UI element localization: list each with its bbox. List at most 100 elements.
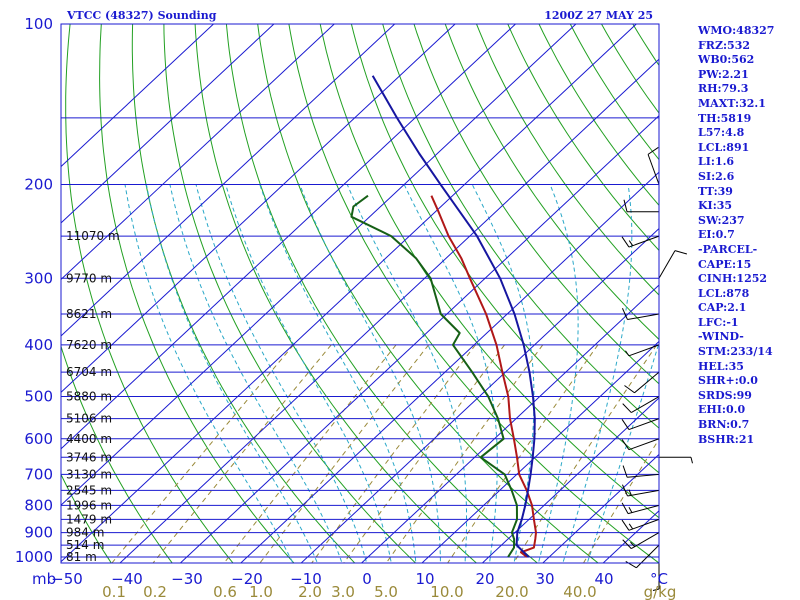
pressure-tick-label: 900 — [24, 524, 53, 542]
wind-barb-flag — [621, 419, 630, 430]
wind-barb-flag — [674, 250, 688, 255]
dry-adiabat-line — [476, 24, 659, 296]
wind-barb — [625, 544, 660, 569]
dry-adiabat-line — [413, 24, 659, 385]
wind-barb-staff — [631, 396, 660, 413]
sounding-index-item: MAXT:32.1 — [698, 96, 766, 110]
height-level-label: 5106 m — [66, 412, 112, 426]
wind-barb — [659, 456, 693, 464]
dry-adiabat-line — [99, 24, 295, 563]
sounding-index-item: STM:233/14 — [698, 345, 773, 359]
wind-barb-flag — [621, 519, 630, 531]
moist-adiabat-line — [562, 184, 633, 563]
wind-barb-staff — [627, 489, 660, 497]
mixing-ratio-line — [385, 344, 544, 563]
isotherm-line — [61, 24, 638, 563]
height-level-label: 9770 m — [66, 271, 112, 285]
temperature-tick-label: 40 — [594, 570, 613, 588]
wind-barb-flag — [621, 502, 629, 514]
sounding-index-item: LCL:878 — [698, 286, 750, 300]
mixing-ratio-tick-label: 5.0 — [374, 583, 398, 600]
dry-adiabat-line — [444, 24, 659, 341]
sounding-index-item: -WIND- — [698, 330, 744, 344]
wind-barb — [621, 502, 660, 515]
mixing-ratio-tick-label: 20.0 — [495, 583, 528, 600]
wind-barb-staff — [628, 344, 660, 357]
mixing-ratio-tick-label: 0.1 — [102, 583, 126, 600]
sounding-index-item: SHR+:0.0 — [698, 374, 758, 388]
dry-adiabat-line — [61, 473, 112, 563]
moist-adiabat-line — [346, 184, 467, 563]
mixing-ratio-tick-label: 3.0 — [331, 583, 355, 600]
mixing-ratio-line — [447, 344, 599, 563]
sounding-index-item: CAPE:15 — [698, 257, 752, 271]
sounding-index-item: EHI:0.0 — [698, 403, 746, 417]
pressure-tick-label: 700 — [24, 465, 53, 483]
moist-adiabat-line — [145, 184, 318, 563]
temperature-tick-label: −30 — [171, 570, 203, 588]
isotherm-line — [119, 58, 659, 563]
sounding-index-item: LFC:-1 — [698, 315, 739, 329]
isotherm-line — [179, 115, 659, 563]
pressure-tick-label: 800 — [24, 496, 53, 514]
isotherm-line — [61, 24, 517, 450]
chart-grid — [61, 24, 659, 563]
moist-adiabat-line — [195, 184, 368, 563]
chart-series — [350, 75, 537, 558]
mixing-ratio-line — [152, 344, 332, 563]
sounding-index-item: CINH:1252 — [698, 272, 768, 286]
wind-barb-flag — [624, 385, 635, 394]
temperature-profile-line — [430, 195, 537, 558]
wind-barb-flag — [647, 147, 659, 155]
wind-barb — [621, 438, 660, 451]
pressure-tick-label: 300 — [24, 269, 53, 287]
isotherm-line — [61, 24, 275, 224]
height-level-label: 2545 m — [66, 483, 112, 497]
dry-adiabat-line — [350, 24, 659, 474]
wind-barb-half-flag — [690, 457, 693, 464]
mixing-ratio-line — [223, 344, 397, 563]
wind-barb-staff — [631, 532, 660, 550]
mixing-ratio-tick-label: 0.6 — [213, 583, 237, 600]
sounding-index-item: TH:5819 — [698, 111, 752, 125]
wind-barb-staff — [627, 473, 660, 478]
pressure-tick-label: 1000 — [15, 548, 53, 566]
dry-adiabat-line — [538, 24, 659, 207]
temperature-tick-label: −50 — [51, 570, 83, 588]
moist-adiabat-line — [403, 184, 498, 563]
sounding-index-item: BRN:0.7 — [698, 418, 750, 432]
isotherm-line — [61, 24, 396, 337]
wind-barb-half-flag — [628, 523, 634, 530]
mixing-ratio-tick-label: 0.2 — [143, 583, 167, 600]
wind-barb — [622, 532, 660, 550]
wind-barb-staff — [628, 438, 660, 451]
wind-barb — [624, 371, 660, 394]
wind-barb-staff — [627, 313, 660, 321]
sounding-index-item: CAP:2.1 — [698, 301, 747, 315]
wind-barb-staff — [628, 518, 660, 531]
dry-adiabat-line — [288, 24, 659, 563]
wind-barb-flag — [625, 560, 637, 569]
pressure-tick-label: 600 — [24, 430, 53, 448]
mixing-ratio-tick-label: 40.0 — [563, 583, 596, 600]
chart-time: 1200Z 27 MAY 25 — [544, 9, 653, 22]
moist-adiabat-line — [471, 184, 535, 563]
dry-adiabat-line — [382, 24, 659, 429]
moist-adiabat-line — [124, 184, 294, 563]
isotherm-line — [61, 24, 577, 506]
wind-barb-staff — [647, 154, 660, 185]
temperature-tick-label: 10 — [415, 570, 434, 588]
temperature-tick-label: −40 — [111, 570, 143, 588]
dewpoint-profile-line — [350, 194, 518, 558]
wind-barb — [658, 250, 688, 279]
height-level-label: 1996 m — [66, 498, 112, 512]
dry-adiabat-line — [131, 24, 356, 563]
height-level-label: 5880 m — [66, 390, 112, 404]
pressure-unit-label: mb — [32, 570, 56, 588]
dry-adiabat-line — [163, 24, 417, 563]
height-level-label: 514 m — [66, 538, 104, 552]
sounding-index-item: HEL:35 — [698, 359, 744, 373]
dry-adiabat-line — [257, 24, 599, 563]
